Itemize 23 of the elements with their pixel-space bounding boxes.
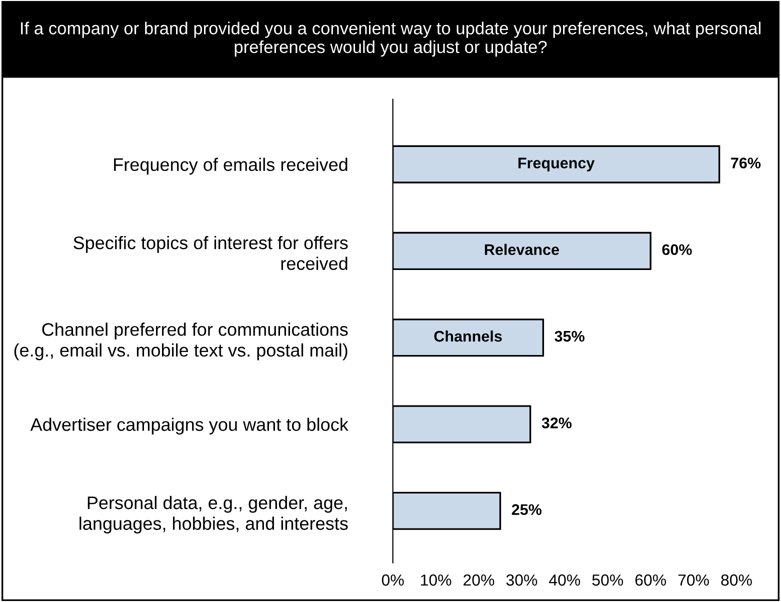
x-tick-label: 0%: [382, 574, 404, 586]
x-tick-label: 50%: [592, 574, 624, 586]
x-tick-label: 60%: [635, 574, 666, 586]
x-tick-label: 40%: [549, 574, 580, 586]
data-label: 35%: [554, 330, 584, 342]
x-tick-label: 70%: [678, 574, 709, 586]
x-tick-label: 80%: [721, 574, 752, 586]
chart-title: If a company or brand provided you a convenient way to update your preferences, what personal preferences would you adjust or update?: [21, 22, 760, 57]
x-tick-label: 20%: [464, 574, 494, 586]
data-label: 25%: [512, 504, 542, 515]
y-tick-label: Personal data, e.g., gender, age, languages, hobbies, and interests: [80, 496, 348, 534]
x-tick-label: 30%: [506, 574, 538, 586]
y-tick-label: Advertiser campaigns you want to block: [30, 418, 348, 435]
annotation: Relevance: [484, 244, 559, 256]
data-label: 32%: [542, 418, 572, 428]
annotation: Frequency: [518, 158, 595, 172]
y-tick-label: Channel preferred for communications (e.g., email vs. mobile text vs. postal mail): [14, 322, 348, 360]
y-tick-label: Frequency of emails received: [114, 158, 348, 175]
x-tick-label: 10%: [421, 574, 452, 586]
data-label: 60%: [662, 244, 692, 256]
y-tick-label: Specific topics of interest for offers received: [74, 236, 348, 270]
data-label: 76%: [731, 158, 761, 168]
annotation: Channels: [434, 330, 502, 342]
